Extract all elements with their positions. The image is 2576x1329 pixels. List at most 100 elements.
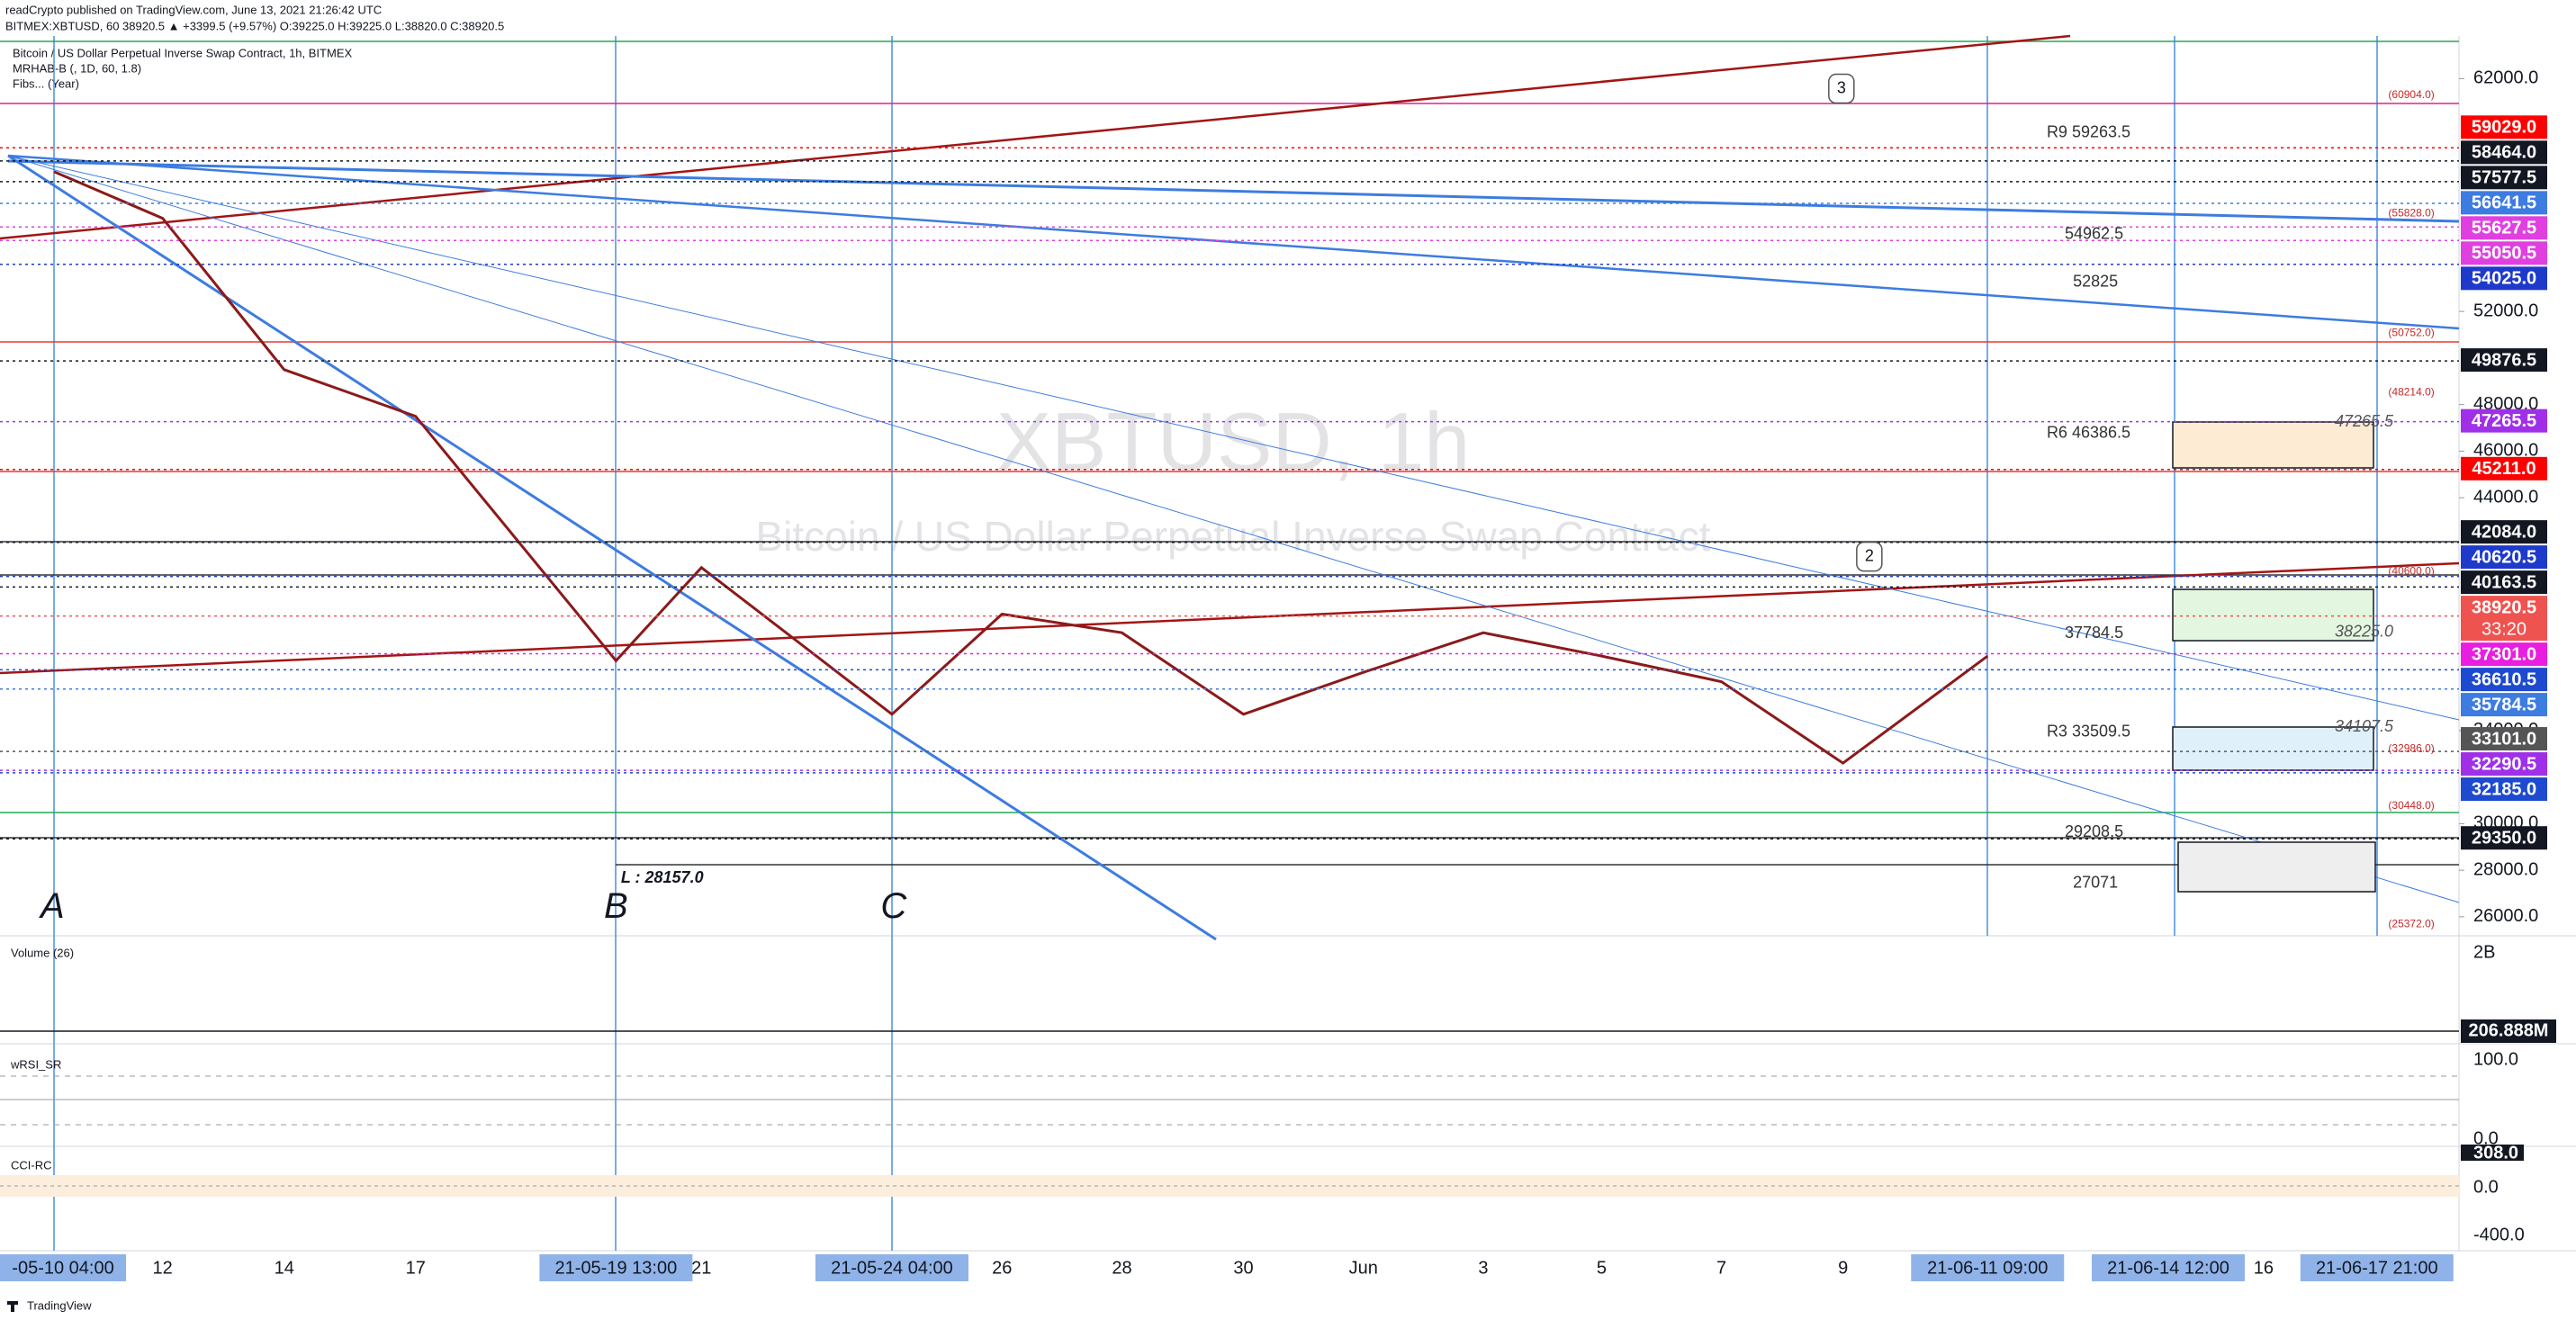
price-badge-label: 54025.0	[2472, 269, 2536, 289]
trend-line	[7, 155, 2460, 903]
x-tick-label: 12	[153, 1258, 173, 1278]
price-line	[53, 170, 1989, 765]
y-tick-label: 28000.0	[2473, 859, 2538, 879]
sub-pane-decor	[0, 1030, 2459, 1197]
price-badge-label: 36610.5	[2472, 669, 2536, 689]
price-badge	[2461, 520, 2547, 544]
y-tick-label: 26000.0	[2473, 906, 2538, 926]
price-badge-label: 49876.5	[2472, 350, 2536, 370]
x-tick-label: -05-10 04:00	[12, 1258, 113, 1278]
price-badge	[2461, 693, 2547, 717]
pane-badge	[2461, 1019, 2556, 1043]
trend-line	[0, 561, 2460, 675]
pivot-label: 54962.5	[2065, 225, 2123, 243]
y-tick-label: 62000.0	[2473, 68, 2538, 88]
trend-line	[7, 159, 2460, 223]
pivot-label: 27071	[2073, 874, 2118, 892]
x-tick-label: 5	[1597, 1258, 1607, 1278]
low-label: L : 28157.0	[621, 868, 704, 886]
zone-box	[2172, 421, 2374, 469]
wave-number: 2	[1865, 546, 1874, 564]
watermark-symbol: XBTUSD, 1h	[996, 396, 1471, 488]
x-tick-label: 21	[691, 1258, 711, 1278]
wave-letter: B	[604, 886, 628, 926]
price-badge	[2461, 596, 2547, 642]
fib-small-label: (40600.0)	[2388, 564, 2434, 577]
price-badge-label: 29350.0	[2472, 828, 2536, 848]
pivot-label: R9 59263.5	[2047, 123, 2130, 141]
wave-number: 3	[1837, 78, 1846, 96]
pane-axis-label: 206.888M	[2469, 1020, 2549, 1040]
fib-small-label: (50752.0)	[2388, 327, 2434, 339]
price-badge-label: 35784.5	[2472, 695, 2536, 714]
countdown: 33:20	[2481, 619, 2526, 639]
wave-letter: C	[880, 886, 907, 926]
pane-axis-label: 0.0	[2473, 1128, 2499, 1148]
price-badge-label: 40163.5	[2472, 572, 2536, 592]
fib-price-label: 47265.5	[2335, 412, 2394, 430]
chart-title: Bitcoin / US Dollar Perpetual Inverse Sw…	[13, 46, 352, 59]
x-tick-label: 16	[2254, 1258, 2274, 1278]
price-badge-label: 58464.0	[2472, 143, 2536, 163]
pane-frames	[0, 36, 2576, 1252]
price-badge	[2461, 727, 2547, 751]
price-badge-label: 59029.0	[2472, 118, 2536, 138]
price-badge-label: 45211.0	[2472, 459, 2535, 479]
zone-box	[2172, 588, 2374, 642]
symbol-line: BITMEX:XBTUSD, 60 38920.5 ▲ +3399.5 (+9.…	[5, 19, 504, 32]
trend-line	[7, 154, 2460, 330]
pivot-label: 37784.5	[2065, 624, 2123, 642]
price-badge-label: 56641.5	[2472, 193, 2536, 213]
price-badge	[2461, 777, 2547, 802]
price-badge	[2461, 668, 2547, 692]
x-tick-label: 7	[1716, 1258, 1726, 1278]
fib-price-label: 38225.0	[2335, 622, 2393, 640]
price-badge	[2461, 570, 2547, 595]
indicator-label: MRHAB-B (, 1D, 60, 1.8)	[13, 61, 141, 75]
price-badge-label: 55627.5	[2472, 219, 2536, 238]
time-label-box	[0, 1254, 126, 1281]
price-badge-label: 37301.0	[2472, 644, 2536, 664]
pane-axis-label: 100.0	[2473, 1049, 2518, 1069]
time-label-box	[1911, 1254, 2065, 1281]
x-tick-label: 21-06-14 12:00	[2107, 1258, 2229, 1278]
time-label-box	[539, 1254, 693, 1281]
price-badge-label: 42084.0	[2472, 522, 2536, 542]
x-tick-label: 9	[1838, 1258, 1848, 1278]
wave-marker	[1856, 541, 1883, 572]
x-tick-label: 28	[1112, 1258, 1131, 1278]
pane-axis-label: 0.0	[2473, 1177, 2499, 1197]
x-tick-label: 21-05-19 13:00	[555, 1258, 678, 1278]
trend-line	[7, 155, 2460, 721]
x-tick-label: 21-06-17 21:00	[2316, 1258, 2438, 1278]
x-tick-label: 21-05-24 04:00	[831, 1258, 953, 1278]
time-label-box	[2300, 1254, 2454, 1281]
trend-line	[0, 34, 2071, 240]
y-tick-label: 52000.0	[2473, 301, 2538, 320]
price-badge	[2461, 456, 2547, 480]
price-badge-label: 55050.5	[2472, 244, 2536, 264]
boxes	[2172, 421, 2376, 893]
price-badge	[2461, 266, 2547, 291]
fib-price-label: 34107.5	[2335, 717, 2394, 735]
x-tick-label: 30	[1233, 1258, 1253, 1278]
price-badge	[2461, 752, 2547, 777]
price-badge-label: 32185.0	[2472, 779, 2536, 799]
pane-title: Volume (26)	[11, 946, 74, 959]
publisher: readCrypto published on TradingView.com,…	[5, 3, 382, 16]
pane-axis-label: 308.0	[2473, 1143, 2518, 1163]
footer-logo	[7, 1301, 18, 1312]
fib-small-label: (48214.0)	[2388, 385, 2434, 398]
x-tick-label: Jun	[1349, 1258, 1378, 1278]
pane-badge	[2461, 1145, 2524, 1161]
fib-small-label: (30448.0)	[2388, 799, 2434, 812]
x-tick-label: 21-06-11 09:00	[1927, 1258, 2048, 1278]
price-badge	[2461, 115, 2547, 139]
price-badge-label: 40620.5	[2472, 547, 2536, 567]
x-tick-label: 17	[406, 1258, 426, 1278]
time-label-box	[2092, 1254, 2245, 1281]
price-badge-label: 33101.0	[2472, 729, 2536, 749]
